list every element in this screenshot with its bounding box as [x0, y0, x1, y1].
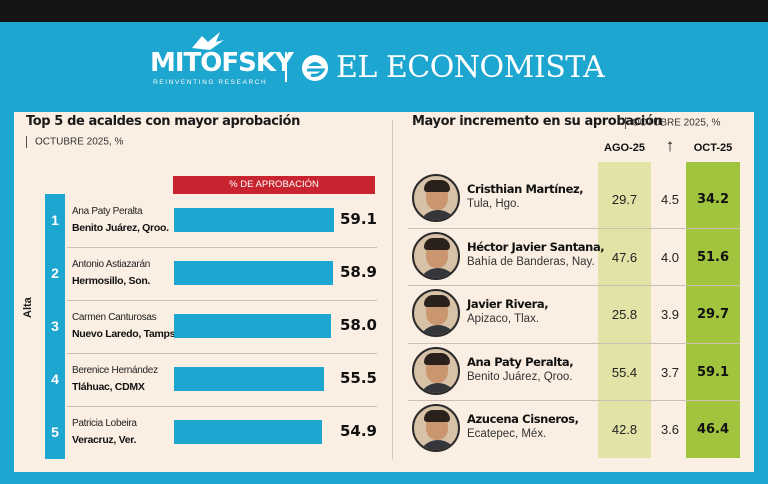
mayor-municipality: Tula, Hgo.: [467, 198, 520, 210]
col-header-ago: AGO-25: [604, 142, 645, 154]
right-table-title: Mayor incremento en su aprobación: [412, 114, 663, 129]
row-divider: [67, 406, 377, 407]
rank-number: 4: [51, 371, 59, 387]
value-increase: 3.9: [660, 307, 680, 322]
avatar: [412, 231, 460, 280]
rank-number: 3: [51, 318, 59, 334]
avatar-body: [418, 267, 458, 278]
mayor-municipality: Nuevo Laredo, Tamps.: [72, 328, 178, 340]
mitofsky-tagline: REINVENTING RESEARCH: [153, 79, 268, 86]
row-divider: [408, 400, 740, 401]
value-ago-25: 29.7: [611, 192, 638, 207]
approval-value-label: 55.5: [339, 369, 377, 387]
approval-bar: [174, 367, 324, 391]
rank-number: 1: [51, 212, 59, 228]
mayor-name: Javier Rivera,: [467, 297, 549, 311]
logo-separator: [285, 52, 287, 82]
mayor-municipality: Bahía de Banderas, Nay.: [467, 255, 595, 268]
left-subtitle-text: OCTUBRE 2025, %: [35, 136, 124, 148]
mayor-name: Cristhian Martínez,: [467, 182, 584, 196]
up-arrow-icon: ↑: [665, 136, 675, 155]
approval-bar: [174, 314, 331, 338]
value-ago-25: 47.6: [611, 249, 638, 265]
ago-column-bg: [598, 162, 651, 458]
axis-label-alta: Alta: [22, 297, 34, 318]
approval-bar: [174, 261, 334, 285]
left-chart-title: Top 5 de acaldes con mayor aprobación: [26, 114, 300, 129]
avatar: [412, 289, 460, 337]
rank-number: 2: [51, 265, 59, 281]
value-increase: 4.5: [660, 192, 680, 207]
avatar-body: [418, 440, 458, 450]
approval-bar: [174, 420, 323, 444]
economista-logo: EL ECONOMISTA: [336, 50, 605, 85]
mayor-municipality: Apizaco, Tlax.: [467, 313, 540, 325]
value-ago-25: 55.4: [611, 364, 638, 380]
approval-value-label: 58.9: [339, 263, 377, 281]
mayor-name: Ana Paty Peralta,: [467, 354, 574, 369]
value-increase: 3.7: [660, 364, 680, 380]
avatar-hair: [424, 295, 450, 307]
right-table-subtitle: OCTUBRE 2025, %: [625, 117, 720, 129]
avatar-hair: [424, 410, 450, 422]
approval-value-label: 54.9: [339, 422, 377, 440]
avatar-body: [418, 325, 458, 335]
avatar: [412, 174, 460, 222]
avatar-hair: [424, 180, 450, 192]
value-increase: 4.0: [660, 249, 680, 265]
mayor-municipality: Benito Juárez, Qroo.: [467, 370, 573, 383]
col-header-oct: OCT-25: [693, 142, 733, 154]
mayor-name: Azucena Cisneros,: [467, 412, 579, 426]
mayor-name: Berenice Hernández: [72, 365, 158, 376]
value-oct-25: 46.4: [696, 422, 730, 437]
approval-value-label: 59.1: [339, 210, 377, 228]
right-subtitle-text: OCTUBRE 2025, %: [632, 117, 721, 129]
left-chart-subtitle: OCTUBRE 2025, %: [26, 136, 123, 148]
value-ago-25: 25.8: [611, 307, 638, 322]
mayor-municipality: Tláhuac, CDMX: [72, 381, 145, 393]
rank-strip: [45, 194, 65, 459]
avatar: [412, 346, 460, 395]
row-divider: [67, 300, 377, 301]
mayor-name: Patricia Lobeira: [72, 418, 137, 429]
value-oct-25: 59.1: [696, 364, 730, 380]
value-oct-25: 34.2: [696, 192, 730, 207]
avatar-hair: [424, 237, 450, 250]
mayor-municipality: Ecatepec, Méx.: [467, 428, 547, 440]
mayor-name: Carmen Canturosas: [72, 312, 157, 323]
approval-value-label: 58.0: [339, 316, 377, 334]
row-divider: [408, 285, 740, 286]
row-divider: [408, 227, 740, 229]
value-increase: 3.6: [660, 422, 680, 437]
mayor-name: Antonio Astiazarán: [72, 259, 150, 270]
approval-column-header: % DE APROBACIÓN: [173, 176, 375, 194]
row-divider: [408, 342, 740, 344]
avatar-body: [418, 382, 458, 393]
avatar-body: [418, 210, 458, 220]
approval-bar: [174, 208, 334, 232]
mayor-municipality: Benito Juárez, Qroo.: [72, 222, 169, 234]
panel-divider: [392, 120, 393, 460]
row-divider: [67, 247, 377, 248]
rank-number: 5: [51, 424, 59, 440]
value-oct-25: 51.6: [696, 249, 730, 265]
oct-column-bg: [686, 162, 740, 458]
economista-e-icon: [302, 55, 328, 81]
value-oct-25: 29.7: [696, 307, 730, 322]
mayor-name: Héctor Javier Santana,: [467, 239, 605, 254]
mitofsky-logo: MITOFSKY: [150, 48, 294, 78]
avatar-hair: [424, 352, 450, 365]
mitofsky-bird-icon: [192, 32, 224, 50]
row-divider: [67, 353, 377, 354]
mayor-municipality: Veracruz, Ver.: [72, 434, 137, 446]
mayor-municipality: Hermosillo, Son.: [72, 275, 151, 287]
mayor-name: Ana Paty Peralta: [72, 206, 143, 217]
value-ago-25: 42.8: [611, 422, 638, 437]
avatar: [412, 404, 460, 452]
